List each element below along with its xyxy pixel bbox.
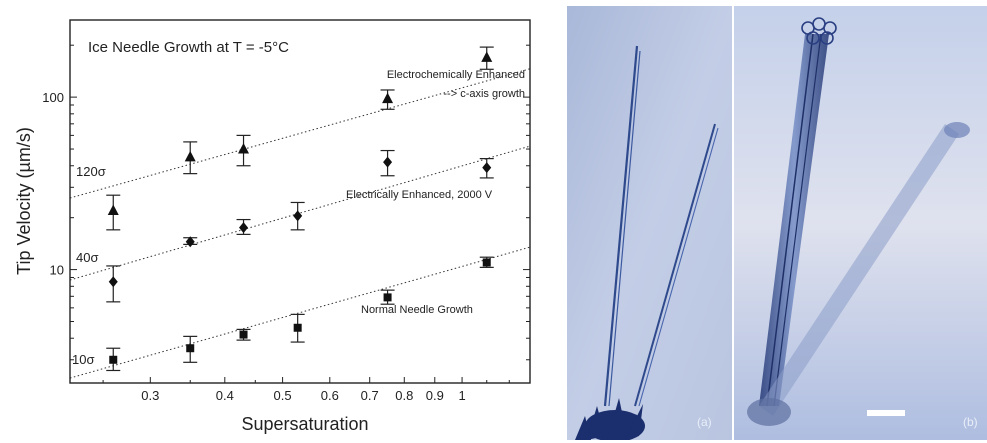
ref-label-40: 40σ: [76, 250, 98, 265]
triangle-marker: [184, 150, 196, 162]
annotation-electrical: Electrically Enhanced, 2000 V: [346, 189, 493, 201]
x-axis-ticks: 0.3 0.4 0.5 0.6 0.7 0.8 0.9 1: [102, 377, 510, 403]
annotation-normal: Normal Needle Growth: [361, 304, 473, 316]
photo-panel-b: (b): [733, 6, 987, 440]
square-marker: [482, 258, 491, 267]
ice-needle-a-left: [603, 45, 641, 407]
diamond-marker: [185, 236, 195, 248]
ref-label-120: 120σ: [76, 164, 106, 179]
data-markers: [107, 51, 493, 364]
x-tick-label: 0.9: [426, 388, 444, 403]
ice-needle-photographs: (a) (b): [567, 6, 987, 440]
y-tick-label: 100: [42, 90, 64, 105]
diamond-marker: [482, 162, 492, 174]
triangle-marker: [382, 92, 394, 104]
y-tick-label: 10: [50, 263, 64, 278]
tip-velocity-chart: 0.3 0.4 0.5 0.6 0.7 0.8 0.9 1 10 100 Ice Needle …: [14, 19, 531, 434]
ice-needle-b-blurred: [759, 122, 970, 416]
square-marker: [186, 344, 195, 353]
triangle-marker: [481, 51, 493, 62]
photo-panel-a: (a): [567, 6, 733, 440]
x-tick-label: 0.6: [321, 388, 339, 403]
x-tick-label: 1: [458, 388, 465, 403]
scale-bar: [867, 410, 905, 416]
x-tick-label: 0.7: [361, 388, 379, 403]
ref-label-10: 10σ: [72, 352, 94, 367]
x-tick-label: 0.4: [216, 388, 234, 403]
needle-base-b: [747, 398, 791, 426]
error-bars: [106, 46, 494, 372]
photo-label-a: (a): [697, 415, 712, 429]
ice-needle-b-main: [759, 33, 829, 407]
annotation-electrochemical: Electrochemically Enhanced: [387, 69, 525, 81]
diamond-marker: [383, 156, 393, 168]
diamond-marker: [239, 222, 249, 234]
photo-label-b: (b): [963, 415, 978, 429]
x-tick-label: 0.5: [274, 388, 292, 403]
triangle-marker: [107, 204, 119, 216]
square-marker: [109, 355, 118, 364]
x-axis-label: Supersaturation: [241, 414, 368, 434]
ice-needle-a-right: [634, 123, 719, 407]
x-tick-label: 0.8: [395, 388, 413, 403]
x-tick-label: 0.3: [141, 388, 159, 403]
square-marker: [239, 330, 248, 339]
ice-crystal-cluster-a: [575, 398, 645, 440]
diamond-marker: [293, 210, 303, 222]
square-marker: [383, 293, 392, 302]
reference-line-1: [69, 145, 531, 281]
flower-crystal-tip: [801, 17, 837, 45]
diamond-marker: [108, 276, 118, 288]
plot-frame: [69, 19, 531, 384]
annotation-c-axis: --> c-axis growth: [443, 88, 525, 100]
square-marker: [293, 323, 302, 332]
y-axis-label: Tip Velocity (µm/s): [14, 127, 34, 275]
chart-title: Ice Needle Growth at T = -5°C: [88, 39, 289, 56]
triangle-marker: [238, 143, 250, 154]
